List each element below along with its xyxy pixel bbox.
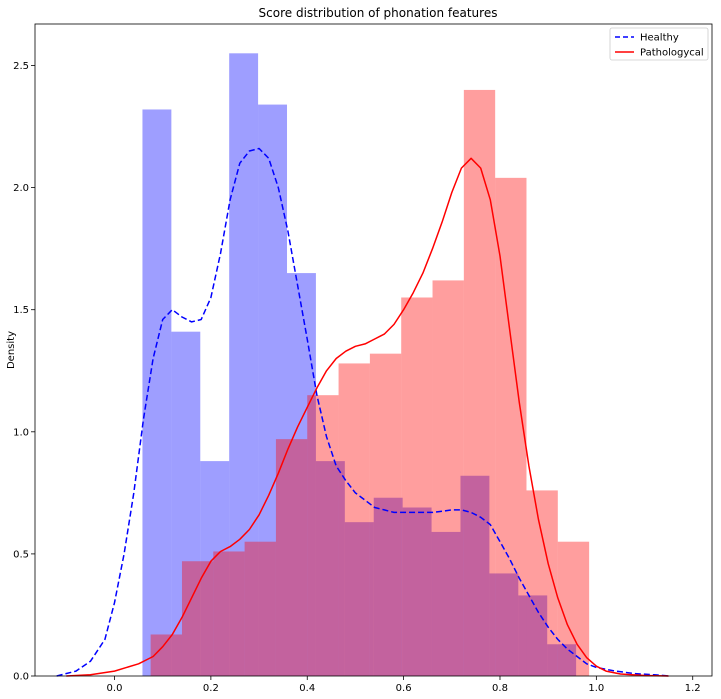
hist-bar-pathologycal [338,363,370,676]
hist-bar-pathologycal [307,395,339,676]
plot-area [34,23,713,677]
hist-bar-healthy [373,497,403,676]
y-axis: 0.0 0.5 1.0 1.5 2.0 2.5 [13,61,35,683]
legend-box [609,27,709,61]
hist-bar-healthy [315,461,345,676]
hist-bar-pathologycal [369,353,402,676]
legend: Healthy Pathologycal [609,27,709,61]
hist-bar-pathologycal [244,541,276,676]
hist-bar-pathologycal [275,439,308,676]
hist-bar-healthy [402,507,432,676]
x-tick-label: 0.4 [299,683,315,694]
hist-bar-healthy [344,522,374,676]
y-tick-label: 0.5 [13,549,29,560]
hist-bar-healthy [142,109,172,677]
y-tick-label: 1.5 [13,305,29,316]
legend-label-pathologycal: Pathologycal [640,48,704,59]
hist-bar-pathologycal [432,280,464,676]
hist-bar-healthy [547,644,577,676]
histogram-layer [142,53,590,677]
x-tick-label: 0.0 [107,683,123,694]
hist-bar-healthy [518,595,548,676]
hist-bar-pathologycal [213,551,245,676]
hist-bar-pathologycal [181,561,214,676]
y-tick-label: 2.0 [13,183,29,194]
hist-bar-healthy [489,573,519,676]
y-tick-label: 0.0 [13,672,29,683]
hist-bar-healthy [258,104,288,676]
kde-layer [56,147,669,677]
x-tick-label: 1.0 [588,683,604,694]
hist-bar-healthy [229,53,259,677]
legend-label-healthy: Healthy [640,33,679,44]
kde-line-healthy [56,147,669,677]
y-tick-label: 2.5 [13,61,29,72]
hist-bar-healthy [287,273,316,676]
hist-bar-healthy [200,461,230,676]
plot-frame [34,23,713,677]
x-axis: 0.0 0.2 0.4 0.6 0.8 1.0 1.2 [107,676,701,694]
hist-bar-pathologycal [401,297,433,676]
x-tick-label: 0.2 [203,683,219,694]
hist-bar-pathologycal [463,89,496,676]
y-axis-label: Density [6,331,17,369]
hist-bar-pathologycal [526,490,558,676]
x-tick-label: 1.2 [685,683,701,694]
hist-bar-healthy [171,331,201,676]
x-tick-label: 0.8 [492,683,508,694]
hist-bar-healthy [460,475,490,676]
hist-bar-healthy [431,531,461,676]
kde-line-pathologycal [66,157,669,677]
chart-title: Score distribution of phonation features [259,6,498,20]
y-tick-label: 1.0 [13,427,29,438]
x-tick-label: 0.6 [396,683,412,694]
